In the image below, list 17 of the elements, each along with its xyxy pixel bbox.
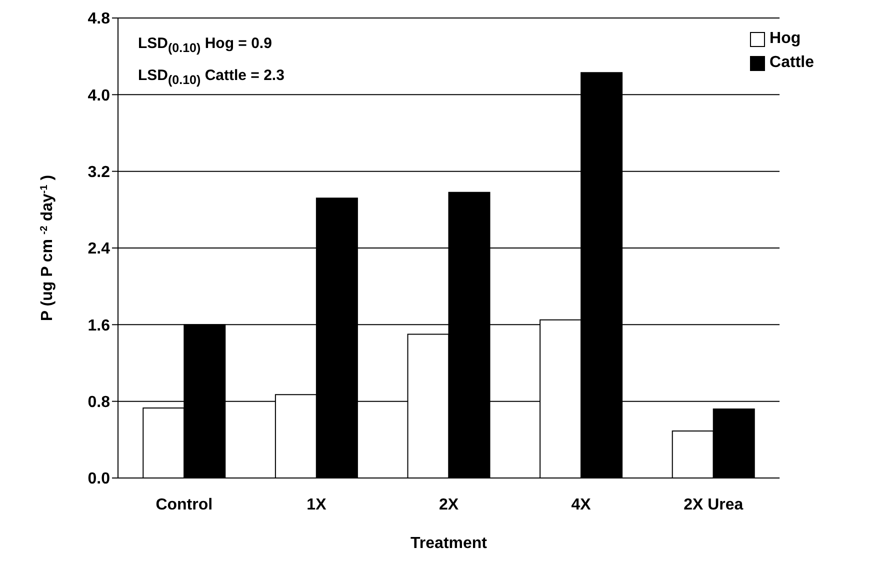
y-tick-label: 0.0: [88, 470, 110, 488]
y-tick-label: 4.0: [88, 87, 110, 104]
x-tick-label: Control: [156, 496, 213, 514]
y-tick-label: 2.4: [88, 240, 110, 258]
x-tick-label: 1X: [306, 496, 327, 514]
x-tick-label: 4X: [571, 496, 592, 514]
y-tick-label: 1.6: [88, 317, 110, 334]
x-axis-title: Treatment: [410, 535, 488, 552]
annotation: LSD$_{(0.10)}$ Hog = 0.9: [138, 34, 273, 57]
x-tick-label: 2X: [438, 496, 459, 514]
y-tick-label: 4.8: [88, 10, 110, 28]
y-tick-label: 0.8: [88, 394, 110, 412]
y-tick-label: 3.2: [88, 164, 110, 182]
legend-label: Cattle: [770, 54, 814, 72]
legend-label: Hog: [770, 30, 801, 48]
x-tick-label: 2X Urea: [684, 496, 744, 514]
annotation: LSD$_{(0.10)}$ Cattle = 2.3: [138, 66, 284, 89]
